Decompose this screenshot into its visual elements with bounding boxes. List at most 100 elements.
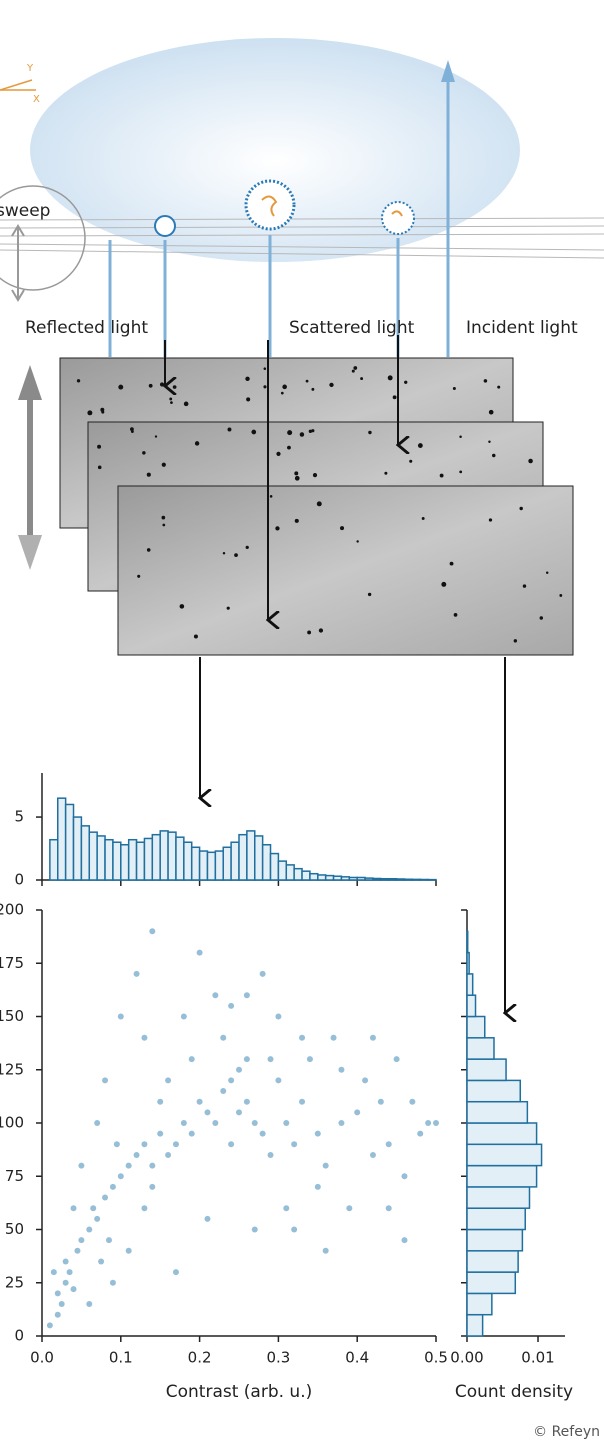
dot [130,430,134,433]
point [299,1034,306,1041]
point [149,928,156,935]
hist-bin [72,816,83,881]
sweep-label: sweep [0,201,50,221]
dot [76,379,81,383]
y-tick-label: 150 [0,1007,24,1025]
dot [146,548,151,552]
dot [417,443,423,448]
hist-bin [419,878,429,881]
hist-bin [222,846,232,881]
y-tick-label: 200 [0,901,24,919]
dot [318,628,324,633]
dot [280,391,284,395]
point [54,1290,61,1297]
point [133,1151,140,1158]
hist-bin [317,874,327,881]
frame-dots [76,366,563,643]
point [149,1183,156,1190]
dot [170,401,173,405]
hist-bin [332,875,343,881]
dot [263,385,267,389]
hist-bin [104,838,114,881]
point [275,1013,282,1020]
hist-bin [135,841,146,881]
point [180,1013,187,1020]
y-tick-label: 100 [0,1114,24,1132]
incident-label: Incident light [466,318,578,338]
hist-bin [348,876,358,881]
dot [312,473,318,478]
dot [459,470,463,474]
flow-arrows [165,335,505,1013]
dot [308,429,313,433]
dot [528,458,533,464]
point [401,1237,408,1244]
point [62,1258,69,1265]
dot [384,471,388,475]
dot [287,430,293,436]
hist-bin [466,1186,531,1209]
dot [234,553,238,557]
scattered-label: Scattered light [289,318,415,338]
hist-bin [466,1058,507,1082]
point [204,1215,211,1222]
hist-bin [466,1100,529,1124]
point [259,970,266,977]
axis-x-label: X [33,94,40,105]
point [70,1286,77,1293]
light-beams [108,70,450,357]
point [172,1141,179,1148]
sweep-circle [0,185,86,291]
dot [522,584,527,588]
point [102,1194,109,1201]
dot [452,386,456,390]
point [50,1269,57,1276]
y-tick-label: 25 [5,1273,24,1291]
hist-bin [198,850,209,881]
point [377,1098,384,1105]
y-tick-label: 75 [5,1167,24,1185]
y-tick-label: 0 [14,871,24,889]
hist-bin [80,825,91,881]
point [243,992,250,999]
point [133,970,140,977]
dot [368,430,372,435]
hist-bin [466,1079,522,1103]
dot [148,383,153,388]
dot [404,380,408,384]
hist-bin [49,838,59,881]
y-tick-label: 0 [14,1327,24,1345]
scan-arrow [18,365,42,570]
hist-bin [277,860,288,881]
point [228,1077,235,1084]
dot [453,612,458,617]
point [141,1034,148,1041]
dot [488,518,493,522]
hist-bin [403,878,414,881]
y-tick-label: 5 [14,808,24,826]
charts: 0.0 0.1 0.2 0.3 0.4 0.50255075100125150175200… [0,773,573,1402]
point [212,992,219,999]
hist-bin [309,872,319,881]
dot [513,639,518,643]
point [236,1109,242,1116]
point [113,1141,120,1148]
dot [316,501,322,507]
dot [275,526,280,531]
x-axis-label: Contrast (arb. u.) [166,1382,313,1402]
dot [299,432,305,437]
dot [367,592,372,597]
point [66,1269,73,1276]
dot [222,551,226,555]
hist-bin [301,870,311,881]
hist-bin [356,876,366,881]
point [212,1120,219,1126]
dot [329,382,334,388]
dot [483,379,488,383]
point [141,1205,148,1212]
hist-bin [190,846,201,881]
point [90,1205,97,1212]
dot [497,385,501,389]
dot [245,545,249,549]
